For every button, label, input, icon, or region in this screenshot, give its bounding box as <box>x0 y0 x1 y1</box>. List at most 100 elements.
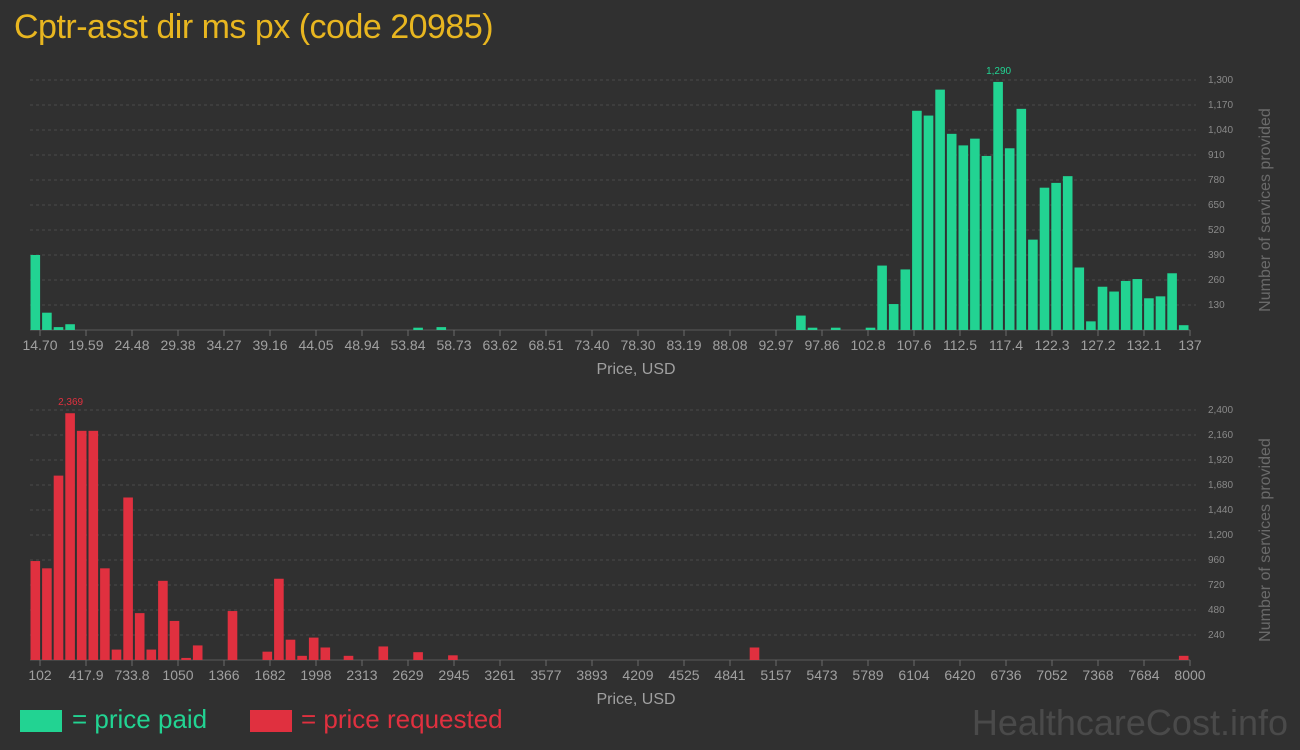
bar <box>935 89 945 330</box>
bar <box>308 637 319 660</box>
bar <box>807 327 818 330</box>
x-tick-label: 102.8 <box>850 337 885 353</box>
bar <box>30 255 41 330</box>
x-tick-label: 34.27 <box>206 337 241 353</box>
bar <box>1004 148 1015 330</box>
bar <box>123 497 133 660</box>
x-tick-label: 6420 <box>944 667 975 683</box>
y-axis-label: Number of services provided <box>1257 108 1274 312</box>
x-tick-label: 6104 <box>898 667 929 683</box>
bar <box>169 620 180 660</box>
bar <box>900 269 911 330</box>
bar <box>53 327 64 330</box>
x-tick-label: 5473 <box>806 667 837 683</box>
x-tick-label: 7052 <box>1036 667 1067 683</box>
bar <box>146 649 157 660</box>
watermark: HealthcareCost.info <box>971 702 1288 743</box>
y-tick-label: 480 <box>1208 605 1225 616</box>
legend-paid-swatch <box>20 710 62 732</box>
bar <box>65 413 75 660</box>
x-tick-label: 137 <box>1178 337 1202 353</box>
x-tick-label: 3261 <box>484 667 515 683</box>
bar <box>285 639 296 660</box>
x-tick-label: 24.48 <box>114 337 149 353</box>
y-tick-label: 780 <box>1208 175 1225 186</box>
y-tick-label: 910 <box>1208 150 1225 161</box>
y-tick-label: 720 <box>1208 580 1225 591</box>
bar <box>181 657 191 660</box>
x-tick-label: 8000 <box>1174 667 1205 683</box>
bar <box>923 115 934 330</box>
bar <box>88 430 99 660</box>
x-tick-label: 83.19 <box>666 337 701 353</box>
legend-requested-label: = price requested <box>301 704 503 734</box>
y-tick-label: 1,440 <box>1208 505 1233 516</box>
y-tick-label: 2,160 <box>1208 430 1233 441</box>
y-tick-label: 1,680 <box>1208 480 1233 491</box>
x-tick-label: 6736 <box>990 667 1021 683</box>
bar <box>100 568 110 660</box>
bar <box>830 327 841 330</box>
bar <box>436 327 447 330</box>
y-tick-label: 1,170 <box>1208 100 1233 111</box>
x-tick-label: 117.4 <box>989 337 1023 353</box>
y-tick-label: 2,400 <box>1208 405 1233 416</box>
y-tick-label: 520 <box>1208 225 1225 236</box>
bar <box>981 155 992 330</box>
x-tick-label: 92.97 <box>758 337 793 353</box>
y-tick-label: 130 <box>1208 300 1225 311</box>
x-tick-label: 68.51 <box>528 337 563 353</box>
bar <box>749 647 760 660</box>
bar <box>30 561 41 660</box>
x-tick-label: 4525 <box>668 667 699 683</box>
y-tick-label: 1,920 <box>1208 455 1233 466</box>
x-axis-label: Price, USD <box>596 691 675 708</box>
bar <box>1074 267 1085 330</box>
x-tick-label: 1998 <box>300 667 331 683</box>
x-tick-label: 3577 <box>530 667 561 683</box>
x-tick-label: 2629 <box>392 667 423 683</box>
bar <box>320 647 331 660</box>
bar <box>796 315 806 330</box>
bar <box>227 611 238 660</box>
x-tick-label: 107.6 <box>896 337 931 353</box>
bar <box>888 304 899 330</box>
x-tick-label: 58.73 <box>436 337 471 353</box>
y-tick-label: 650 <box>1208 200 1225 211</box>
page-title: Cptr-asst dir ms px (code 20985) <box>14 8 494 46</box>
y-tick-label: 260 <box>1208 275 1225 286</box>
bar <box>865 327 876 330</box>
x-tick-label: 132.1 <box>1126 337 1161 353</box>
bar <box>1178 655 1189 660</box>
x-tick-label: 4209 <box>622 667 653 683</box>
bar <box>1051 182 1061 330</box>
x-tick-label: 2313 <box>346 667 377 683</box>
x-tick-label: 1682 <box>254 667 285 683</box>
x-tick-label: 417.9 <box>68 667 103 683</box>
x-tick-label: 29.38 <box>160 337 195 353</box>
x-tick-label: 63.62 <box>482 337 517 353</box>
x-tick-label: 1050 <box>162 667 193 683</box>
bar <box>192 645 203 660</box>
bar <box>413 327 423 330</box>
bar <box>134 613 145 660</box>
bar <box>1028 239 1038 330</box>
x-tick-label: 122.3 <box>1034 337 1069 353</box>
bar <box>970 138 980 330</box>
x-tick-label: 5157 <box>760 667 791 683</box>
bar <box>65 324 75 330</box>
bar <box>413 652 423 660</box>
y-tick-label: 1,300 <box>1208 75 1233 86</box>
x-tick-label: 48.94 <box>344 337 379 353</box>
legend-requested-swatch <box>250 710 292 732</box>
peak-value-label: 2,369 <box>58 397 83 408</box>
y-axis-label: Number of services provided <box>1257 438 1274 642</box>
x-tick-label: 78.30 <box>620 337 655 353</box>
bar <box>1109 291 1119 330</box>
x-axis-label: Price, USD <box>596 361 675 378</box>
bar <box>297 655 307 660</box>
y-tick-label: 960 <box>1208 555 1225 566</box>
x-tick-label: 2945 <box>438 667 469 683</box>
x-tick-label: 112.5 <box>943 337 977 353</box>
legend-paid-label: = price paid <box>72 704 208 734</box>
